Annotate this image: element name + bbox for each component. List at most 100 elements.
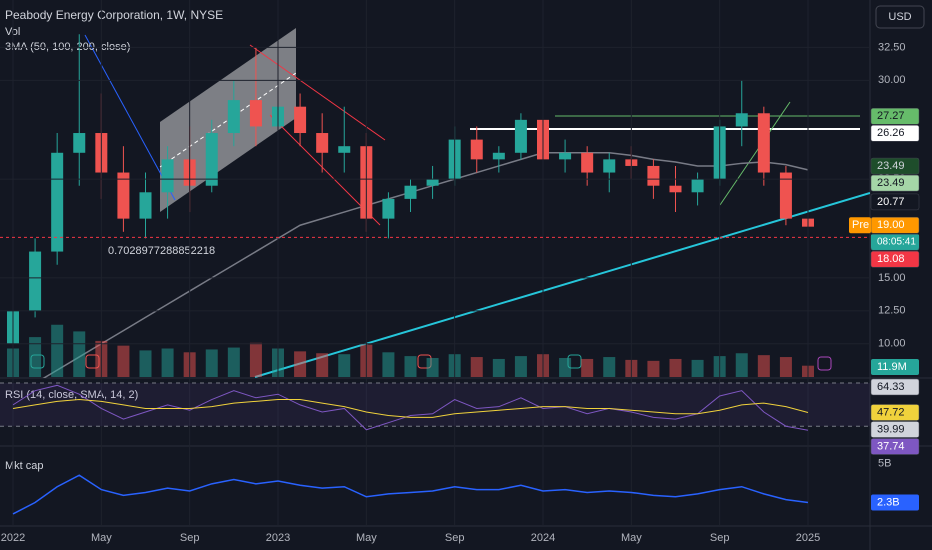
candle-body bbox=[205, 133, 218, 186]
candle-body bbox=[735, 113, 748, 127]
rsi-line bbox=[12, 384, 809, 431]
price-badge bbox=[870, 125, 920, 142]
candle-body bbox=[757, 113, 770, 173]
x-tick-label: May bbox=[356, 532, 377, 544]
price-badge bbox=[871, 359, 919, 375]
trend-line bbox=[84, 34, 176, 201]
volume-bar bbox=[404, 356, 417, 377]
price-badge-label: 39.99 bbox=[877, 423, 905, 435]
price-badge bbox=[870, 421, 920, 438]
candle-body bbox=[294, 106, 307, 134]
candle-body bbox=[51, 152, 64, 252]
candle-body bbox=[161, 159, 174, 193]
y-tick-label: 5B bbox=[878, 458, 891, 470]
price-badge-label: 23.49 bbox=[877, 177, 905, 189]
volume-bar bbox=[227, 347, 240, 377]
price-badge-label: 26.26 bbox=[877, 127, 905, 139]
price-badge bbox=[870, 108, 920, 125]
volume-bar bbox=[757, 355, 770, 377]
trend-line bbox=[249, 44, 386, 141]
countdown: 08:05:41 bbox=[877, 236, 916, 247]
candle-body bbox=[669, 185, 682, 193]
price-badge bbox=[870, 378, 920, 396]
volume-bar bbox=[117, 345, 130, 377]
candle-body bbox=[581, 152, 594, 173]
price-badge bbox=[871, 494, 919, 511]
mktcap-title: Mkt cap bbox=[5, 460, 44, 472]
volume-bar bbox=[647, 360, 660, 377]
volume-bar bbox=[470, 357, 483, 377]
candle-body bbox=[470, 139, 483, 160]
rsi-line bbox=[12, 399, 809, 418]
rsi-band bbox=[0, 382, 870, 427]
trend-line bbox=[719, 101, 791, 206]
candle-body bbox=[691, 179, 704, 193]
volume-bar bbox=[669, 358, 682, 377]
candle-body bbox=[603, 159, 616, 173]
volume-bar bbox=[514, 356, 527, 377]
volume-bar bbox=[205, 349, 218, 377]
x-tick-label: Sep bbox=[180, 532, 200, 544]
candle-body bbox=[249, 100, 262, 127]
candle-body bbox=[426, 179, 439, 186]
currency[interactable]: USD bbox=[888, 11, 911, 23]
y-tick-label: 10.00 bbox=[878, 338, 906, 350]
price-badge bbox=[870, 157, 920, 175]
badge-tag bbox=[849, 217, 871, 234]
price-badge bbox=[870, 174, 920, 192]
candle-body bbox=[338, 146, 351, 153]
volume-bar bbox=[73, 331, 86, 377]
y-tick-label: 32.50 bbox=[878, 41, 906, 53]
y-tick-label: 12.50 bbox=[878, 305, 906, 317]
price-badge bbox=[870, 250, 920, 268]
volume-bar bbox=[249, 342, 262, 377]
volume-bar bbox=[382, 352, 395, 377]
volume-bar bbox=[338, 354, 351, 377]
volume-bar bbox=[29, 337, 42, 377]
volume-bar bbox=[581, 358, 594, 377]
candle-body bbox=[779, 172, 792, 219]
volume-bar bbox=[316, 353, 329, 377]
annotation: 0.7028977288852218 bbox=[108, 245, 215, 257]
candle-body bbox=[382, 198, 395, 219]
symbol-title: Peabody Energy Corporation, 1W, NYSE bbox=[5, 8, 223, 22]
volume-bar bbox=[426, 358, 439, 377]
x-tick-label: Sep bbox=[710, 532, 730, 544]
volume-bar bbox=[161, 348, 174, 377]
price-badge-label: 64.33 bbox=[877, 381, 905, 393]
candle-body bbox=[514, 119, 527, 153]
candle-body bbox=[559, 152, 572, 160]
price-badge-label: 20.77 bbox=[877, 196, 905, 208]
candle-body bbox=[404, 185, 417, 199]
rsi-title: RSI (14, close, SMA, 14, 2) bbox=[5, 389, 138, 401]
countdown-bg bbox=[871, 234, 919, 248]
price-badge-label: 27.27 bbox=[877, 110, 905, 122]
price-badge-label: 23.49 bbox=[877, 160, 905, 172]
badge-tag-label: Pre bbox=[852, 219, 869, 231]
price-badge bbox=[870, 438, 920, 455]
volume-bar bbox=[294, 351, 307, 377]
price-badge-label: 19.00 bbox=[877, 219, 905, 231]
candle-body bbox=[492, 152, 505, 160]
candle-body bbox=[139, 192, 152, 219]
price-badge-label: 2.3B bbox=[877, 496, 900, 508]
x-tick-label: 2022 bbox=[1, 532, 25, 544]
y-tick-label: 15.00 bbox=[878, 272, 906, 284]
currency-button[interactable] bbox=[875, 5, 925, 29]
volume-bar bbox=[735, 353, 748, 377]
x-tick-label: 2025 bbox=[796, 532, 820, 544]
x-tick-label: 2024 bbox=[531, 532, 555, 544]
price-badge-label: 18.08 bbox=[877, 253, 905, 265]
price-badge-label: 11.9M bbox=[877, 361, 907, 373]
volume-bar bbox=[492, 358, 505, 377]
price-badge bbox=[870, 404, 920, 421]
price-badge-label: 47.72 bbox=[877, 406, 905, 418]
candle-body bbox=[117, 172, 130, 219]
earnings-icon bbox=[817, 356, 832, 371]
volume-bar bbox=[779, 357, 792, 377]
candle-body bbox=[29, 251, 42, 311]
volume-bar bbox=[51, 324, 64, 377]
volume-bar bbox=[139, 350, 152, 377]
